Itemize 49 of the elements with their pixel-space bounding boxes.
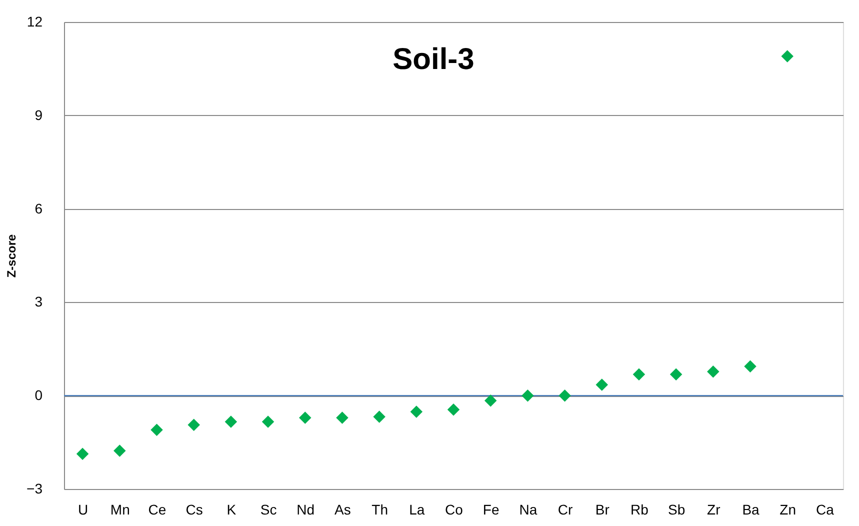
x-tick-label: Cr [558,502,574,518]
x-tick-label: Cs [186,502,203,518]
x-tick-label: Na [519,502,538,518]
point [373,410,386,423]
point [596,378,608,391]
x-tick-label: Rb [630,502,649,518]
x-tick-label: Th [372,502,388,518]
point [447,403,460,416]
x-tick-label: Zn [780,502,796,518]
x-tick-label: Br [595,502,610,518]
x-tick-label: K [226,502,237,518]
x-tick-label: Ba [742,502,760,518]
point [336,412,348,424]
point [150,424,163,436]
x-tick-label: U [78,502,88,518]
point [670,368,682,381]
point [410,406,423,418]
point [224,416,238,428]
x-tick-label: As [334,502,351,518]
x-tick-label: Sc [260,502,277,518]
y-tick-label: −3 [26,480,43,496]
x-tick-label: Co [445,502,464,518]
point [76,448,89,460]
y-tick-label: 6 [34,200,43,216]
point [558,389,571,402]
point [744,360,756,372]
point [188,418,200,431]
x-tick-label: Mn [110,502,130,518]
x-tick-label: Ca [816,502,834,518]
y-tick-label: 9 [34,106,43,123]
point [484,394,497,407]
y-tick-label: 3 [34,294,43,310]
point [781,50,794,62]
y-tick-label: 0 [34,387,43,404]
x-tick-label: Sb [668,502,686,518]
point [632,368,646,381]
x-tick-label: Zr [707,502,721,518]
y-tick-label: 12 [26,14,43,30]
point [262,416,274,428]
y-axis-title: Z-score [4,234,19,278]
point [707,366,720,378]
x-tick-label: Ce [148,502,166,518]
point [298,412,312,424]
x-tick-label: Nd [296,502,315,518]
x-tick-label: Fe [482,502,500,518]
point [114,444,126,457]
point [522,389,534,402]
x-tick-label: La [409,502,425,518]
text: Soil-3 [392,43,474,76]
